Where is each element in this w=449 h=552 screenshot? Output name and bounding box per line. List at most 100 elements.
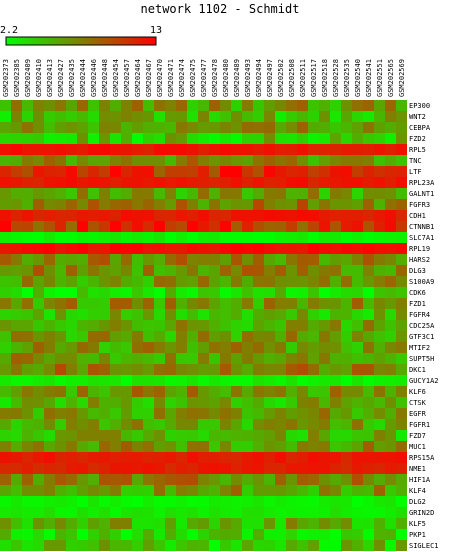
heatmap-cell (231, 397, 242, 408)
heatmap-cell (77, 507, 88, 518)
heatmap-cell (385, 320, 396, 331)
heatmap-cell (319, 166, 330, 177)
heatmap-cell (363, 276, 374, 287)
heatmap-cell (198, 210, 209, 221)
heatmap-cell (77, 100, 88, 111)
column-label: GSM202474 (178, 59, 186, 97)
heatmap-cell (319, 375, 330, 386)
heatmap-cell (121, 441, 132, 452)
heatmap-cell (88, 221, 99, 232)
heatmap-cell (352, 177, 363, 188)
row-label: NME1 (409, 465, 426, 473)
heatmap-cell (253, 331, 264, 342)
heatmap-cell (44, 122, 55, 133)
heatmap-cell (66, 144, 77, 155)
heatmap-cell (319, 232, 330, 243)
heatmap-cell (363, 496, 374, 507)
heatmap-cell (275, 463, 286, 474)
heatmap-cell (22, 210, 33, 221)
heatmap-cell (66, 540, 77, 551)
heatmap-cell (374, 397, 385, 408)
heatmap-cell (77, 386, 88, 397)
heatmap-cell (209, 265, 220, 276)
column-label: GSM202475 (189, 59, 197, 97)
heatmap-cell (396, 485, 407, 496)
heatmap-cell (396, 243, 407, 254)
heatmap-cell (352, 133, 363, 144)
heatmap-cell (55, 375, 66, 386)
heatmap-cell (209, 166, 220, 177)
heatmap-cell (253, 265, 264, 276)
heatmap-cell (55, 309, 66, 320)
heatmap-cell (374, 177, 385, 188)
heatmap-cell (143, 276, 154, 287)
heatmap-cell (231, 199, 242, 210)
heatmap-cell (154, 529, 165, 540)
heatmap-cell (110, 419, 121, 430)
heatmap-cell (187, 199, 198, 210)
heatmap-cell (330, 276, 341, 287)
heatmap-cell (341, 188, 352, 199)
heatmap-cell (176, 199, 187, 210)
heatmap-cell (121, 265, 132, 276)
heatmap-cell (176, 375, 187, 386)
heatmap-cell (22, 177, 33, 188)
heatmap-cell (154, 518, 165, 529)
heatmap-cell (330, 364, 341, 375)
heatmap-cell (286, 441, 297, 452)
heatmap-cell (374, 221, 385, 232)
heatmap-cell (22, 529, 33, 540)
heatmap-cell (275, 188, 286, 199)
row-label: RPL23A (409, 179, 435, 187)
heatmap-cell (209, 232, 220, 243)
heatmap-cell (11, 419, 22, 430)
heatmap-cell (363, 177, 374, 188)
heatmap-cell (220, 155, 231, 166)
heatmap-cell (385, 188, 396, 199)
heatmap-cell (253, 452, 264, 463)
heatmap-cell (99, 298, 110, 309)
heatmap-cell (55, 419, 66, 430)
heatmap-cell (286, 232, 297, 243)
heatmap-cell (319, 210, 330, 221)
heatmap-cell (253, 100, 264, 111)
heatmap-cell (132, 463, 143, 474)
heatmap-cell (275, 397, 286, 408)
heatmap-cell (374, 111, 385, 122)
heatmap-cell (165, 496, 176, 507)
heatmap-cell (11, 287, 22, 298)
heatmap-cell (231, 177, 242, 188)
column-label: GSM202518 (321, 59, 329, 97)
heatmap-cell (242, 210, 253, 221)
heatmap-cell (22, 254, 33, 265)
heatmap-cell (198, 111, 209, 122)
heatmap-cell (110, 364, 121, 375)
heatmap-cell (77, 287, 88, 298)
heatmap-cell (77, 155, 88, 166)
heatmap-cell (275, 496, 286, 507)
heatmap-cell (165, 408, 176, 419)
heatmap-cell (374, 243, 385, 254)
heatmap-cell (121, 188, 132, 199)
heatmap-cell (231, 518, 242, 529)
heatmap-cell (0, 496, 11, 507)
heatmap-cell (264, 474, 275, 485)
heatmap-cell (264, 452, 275, 463)
heatmap-cell (33, 166, 44, 177)
heatmap-cell (143, 188, 154, 199)
heatmap-cell (55, 342, 66, 353)
heatmap-cell (77, 452, 88, 463)
heatmap-cell (341, 364, 352, 375)
heatmap-cell (187, 309, 198, 320)
heatmap-cell (187, 364, 198, 375)
heatmap-cell (253, 507, 264, 518)
heatmap-cell (44, 342, 55, 353)
heatmap-cell (0, 232, 11, 243)
heatmap-cell (264, 485, 275, 496)
heatmap-cell (0, 518, 11, 529)
heatmap-cell (132, 309, 143, 320)
heatmap-cell (165, 474, 176, 485)
heatmap-cell (33, 507, 44, 518)
heatmap-cell (187, 342, 198, 353)
heatmap-cell (220, 133, 231, 144)
